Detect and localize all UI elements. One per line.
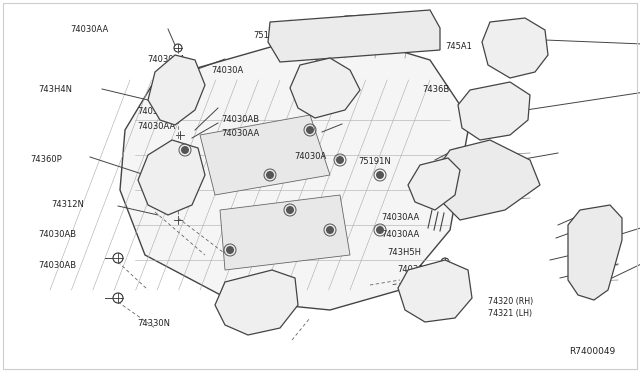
Polygon shape bbox=[215, 270, 298, 335]
Text: 745A1: 745A1 bbox=[445, 42, 472, 51]
Text: 74030AA: 74030AA bbox=[221, 129, 259, 138]
Text: 74361P: 74361P bbox=[266, 299, 298, 308]
Circle shape bbox=[326, 226, 334, 234]
Polygon shape bbox=[398, 260, 472, 322]
Text: 75190N: 75190N bbox=[253, 31, 285, 40]
Text: 74320 (RH): 74320 (RH) bbox=[488, 297, 533, 306]
Polygon shape bbox=[120, 30, 470, 310]
Text: 74030AB: 74030AB bbox=[138, 107, 176, 116]
Text: 74030A: 74030A bbox=[397, 265, 429, 274]
Polygon shape bbox=[148, 55, 205, 125]
Text: 74312N: 74312N bbox=[51, 200, 84, 209]
Text: 74030AA: 74030AA bbox=[147, 55, 186, 64]
Text: 743H4N: 743H4N bbox=[38, 85, 72, 94]
Text: 74030A: 74030A bbox=[294, 152, 326, 161]
Text: 74030A: 74030A bbox=[211, 66, 243, 75]
Text: 75191N: 75191N bbox=[358, 157, 391, 166]
Circle shape bbox=[226, 246, 234, 254]
Text: 7436B: 7436B bbox=[422, 85, 450, 94]
Polygon shape bbox=[568, 205, 622, 300]
Text: R7400049: R7400049 bbox=[570, 347, 616, 356]
Polygon shape bbox=[290, 58, 360, 118]
Polygon shape bbox=[220, 195, 350, 270]
Text: 74030AA: 74030AA bbox=[70, 25, 109, 34]
Text: 74330N: 74330N bbox=[138, 319, 171, 328]
Polygon shape bbox=[408, 158, 460, 210]
Text: 74030AA: 74030AA bbox=[381, 230, 419, 239]
Text: 74030AB: 74030AB bbox=[38, 230, 77, 239]
Circle shape bbox=[336, 156, 344, 164]
Circle shape bbox=[266, 171, 274, 179]
Polygon shape bbox=[268, 10, 440, 62]
Text: 74030AB: 74030AB bbox=[38, 262, 77, 270]
Text: 74321 (LH): 74321 (LH) bbox=[488, 309, 532, 318]
Text: 74360P: 74360P bbox=[31, 155, 63, 164]
Text: 743H5H: 743H5H bbox=[387, 248, 421, 257]
Text: 74030AA: 74030AA bbox=[381, 213, 419, 222]
Text: 74030AB: 74030AB bbox=[221, 115, 259, 124]
Text: 74030AA: 74030AA bbox=[138, 122, 176, 131]
Polygon shape bbox=[138, 140, 205, 215]
Polygon shape bbox=[200, 115, 330, 195]
Polygon shape bbox=[482, 18, 548, 78]
Circle shape bbox=[306, 126, 314, 134]
Circle shape bbox=[286, 206, 294, 214]
Circle shape bbox=[376, 226, 384, 234]
Polygon shape bbox=[458, 82, 530, 140]
Circle shape bbox=[376, 171, 384, 179]
Polygon shape bbox=[435, 140, 540, 220]
Circle shape bbox=[181, 146, 189, 154]
